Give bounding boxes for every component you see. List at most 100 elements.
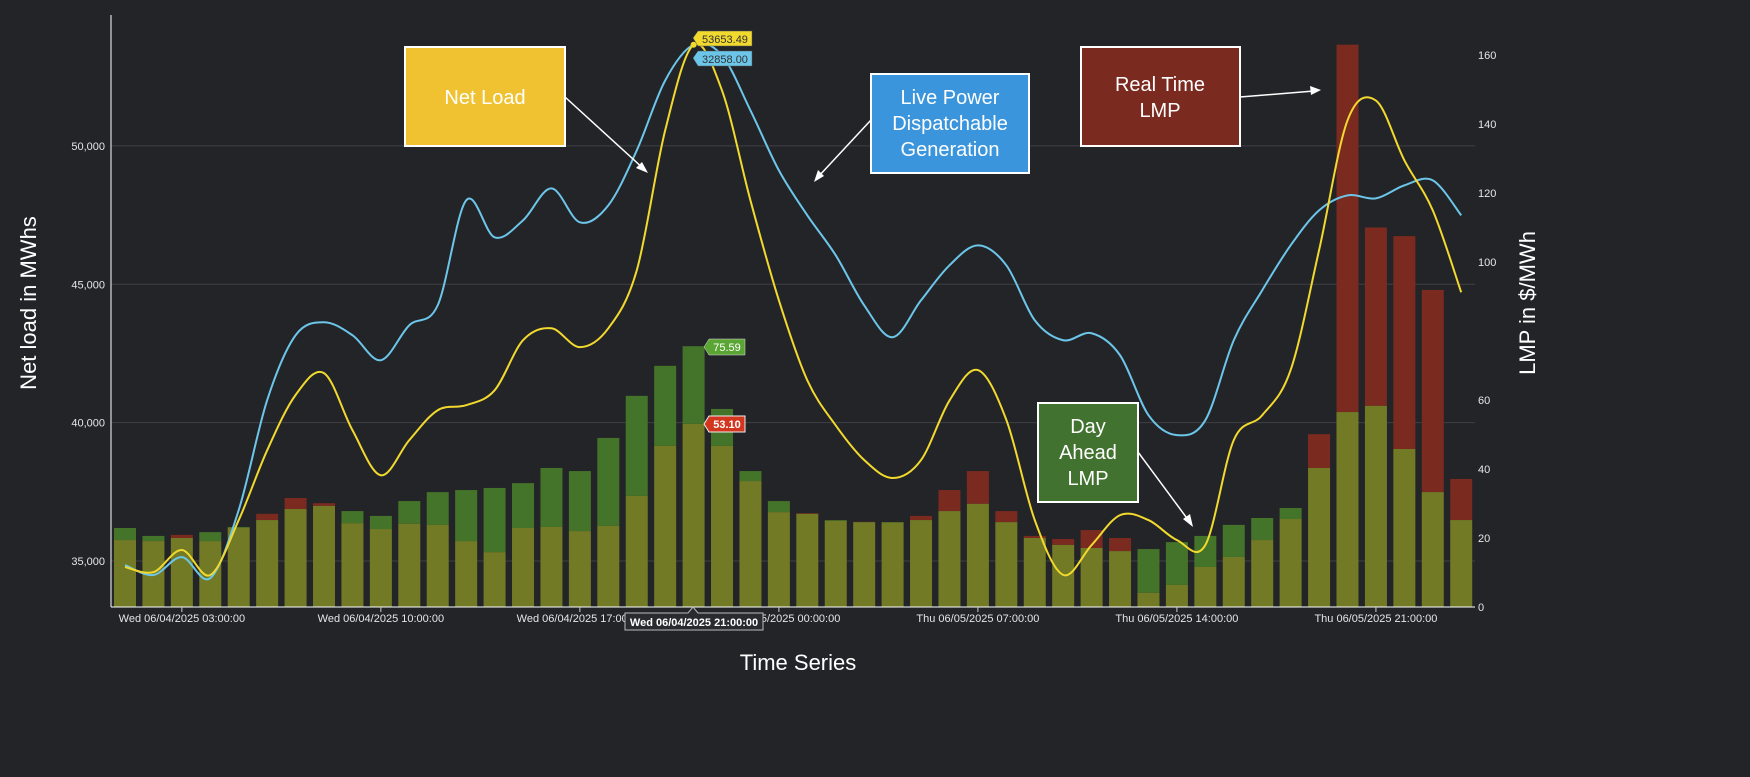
right-tick-label: 0: [1478, 602, 1484, 614]
lmp-overlap-bar: [881, 522, 904, 607]
arrow-icon: [636, 162, 648, 173]
left-axis-ticks: 35,000 40,000 45,000 50,000: [71, 141, 105, 568]
lmp-overlap-bar: [1165, 584, 1188, 607]
lmp-overlap-bar: [1393, 448, 1416, 607]
tooltip-net-load: 53653.49: [692, 30, 753, 47]
lmp-overlap-bar: [796, 513, 819, 607]
real-time-bar: [1364, 227, 1387, 406]
x-tick-label: Wed 06/04/2025 17:00:00: [517, 613, 643, 625]
lmp-overlap-bar: [1137, 592, 1160, 607]
lmp-overlap-bar: [853, 522, 876, 607]
day-ahead-bar: [568, 471, 591, 532]
left-axis-title: Net load in MWhs: [16, 216, 41, 390]
svg-text:Generation: Generation: [901, 139, 1000, 161]
net-load-hover-point: [690, 41, 697, 48]
lmp-overlap-bar: [1421, 492, 1444, 607]
lmp-overlap-bar: [1023, 538, 1046, 607]
lmp-overlap-bar: [625, 495, 648, 607]
real-time-bar: [1336, 44, 1359, 413]
day-ahead-bar: [824, 520, 847, 521]
net-load-line: [124, 42, 1463, 577]
day-ahead-bar: [597, 437, 620, 526]
tooltip-dispatchable: 32858.00: [692, 50, 753, 67]
day-ahead-bar: [369, 515, 392, 530]
real-time-bar: [256, 513, 279, 521]
day-ahead-bar: [398, 501, 421, 524]
lmp-overlap-bar: [824, 520, 847, 607]
lmp-overlap-bar: [227, 527, 250, 607]
day-ahead-bar: [625, 395, 648, 496]
day-ahead-bar: [114, 527, 136, 541]
lmp-overlap-bar: [654, 445, 677, 607]
day-ahead-bar: [1194, 535, 1217, 567]
arrow-icon: [1183, 514, 1193, 527]
lmp-overlap-bar: [455, 541, 478, 607]
real-time-bar: [1421, 289, 1444, 493]
lmp-overlap-bar: [1194, 566, 1217, 607]
lmp-overlap-bar: [1222, 556, 1245, 607]
day-ahead-bar: [1251, 517, 1274, 541]
lmp-overlap-bar: [313, 505, 336, 607]
lmp-overlap-bar: [341, 523, 364, 607]
day-ahead-bar: [199, 532, 222, 542]
svg-text:Wed 06/04/2025 21:00:00: Wed 06/04/2025 21:00:00: [630, 617, 758, 629]
lmp-overlap-bar: [597, 525, 620, 607]
lines-layer: [124, 41, 1463, 581]
svg-text:LMP: LMP: [1139, 100, 1180, 122]
x-tick-label: Wed 06/04/2025 10:00:00: [318, 613, 444, 625]
arrow-icon: [1310, 86, 1321, 95]
lmp-overlap-bar: [739, 481, 762, 607]
day-ahead-bar: [426, 492, 449, 525]
real-time-bar: [1393, 236, 1416, 449]
lmp-overlap-bar: [711, 445, 734, 607]
lmp-overlap-bar: [995, 522, 1018, 607]
lmp-overlap-bar: [966, 503, 989, 607]
right-axis-title: LMP in $/MWh: [1515, 231, 1540, 375]
lmp-overlap-bar: [1364, 405, 1387, 607]
right-tick-label: 60: [1478, 395, 1490, 407]
day-ahead-bar: [142, 535, 165, 542]
lmp-overlap-bar: [1109, 551, 1132, 607]
svg-text:Dispatchable: Dispatchable: [892, 113, 1008, 135]
real-time-bar: [1308, 434, 1331, 468]
lmp-overlap-bar: [1279, 519, 1302, 607]
day-ahead-bar: [739, 471, 762, 482]
lmp-overlap-bar: [483, 552, 506, 607]
real-time-bar: [966, 471, 989, 504]
tooltip-x-label: Wed 06/04/2025 21:00:00: [624, 606, 764, 631]
annotation-real-time-lmp: Real Time LMP: [1080, 46, 1321, 147]
day-ahead-bar: [455, 490, 478, 542]
real-time-bar: [910, 515, 933, 521]
annotation-net-load: Net Load: [404, 46, 648, 173]
svg-text:Live Power: Live Power: [901, 87, 1000, 109]
svg-text:LMP: LMP: [1067, 468, 1108, 490]
real-time-bar: [1023, 535, 1046, 538]
x-axis-ticks: Wed 06/04/2025 03:00:00 Wed 06/04/2025 10…: [119, 607, 1437, 625]
left-tick-label: 45,000: [71, 279, 105, 291]
lmp-overlap-bar: [426, 524, 449, 607]
annotation-day-ahead-lmp: Day Ahead LMP: [1037, 402, 1193, 527]
lmp-overlap-bar: [256, 520, 279, 607]
day-ahead-bar: [540, 467, 563, 527]
lmp-overlap-bar: [1080, 548, 1103, 607]
x-tick-label: Thu 06/05/2025 14:00:00: [1115, 613, 1238, 625]
annotation-dispatchable-generation: Live Power Dispatchable Generation: [814, 73, 1030, 182]
day-ahead-bar: [1279, 507, 1302, 520]
right-tick-label: 160: [1478, 50, 1496, 62]
day-ahead-bar: [483, 487, 506, 553]
real-time-bar: [938, 490, 961, 512]
lmp-overlap-bar: [114, 540, 136, 607]
svg-text:75.59: 75.59: [713, 342, 741, 354]
day-ahead-bar: [227, 526, 250, 528]
real-time-bar: [1109, 538, 1132, 552]
day-ahead-bar: [767, 501, 790, 513]
day-ahead-bar: [512, 483, 535, 528]
lmp-overlap-bar: [1336, 412, 1359, 607]
day-ahead-bar: [341, 511, 364, 524]
lmp-overlap-bar: [170, 538, 193, 607]
lmp-overlap-bar: [1251, 540, 1274, 607]
real-time-bar: [796, 513, 819, 514]
day-ahead-bar: [1222, 524, 1245, 557]
real-time-bar: [170, 534, 193, 538]
